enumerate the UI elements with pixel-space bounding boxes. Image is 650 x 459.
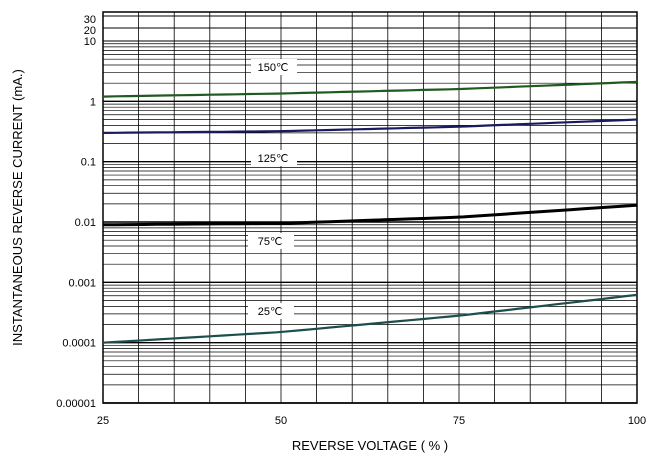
- x-tick-label: 50: [275, 415, 287, 427]
- x-axis-label: REVERSE VOLTAGE ( % ): [292, 438, 448, 453]
- series-label: 150℃: [258, 62, 289, 74]
- x-tick-labels: 25 50 75 100: [97, 415, 646, 427]
- y-tick-label: 20: [84, 25, 96, 37]
- series-line-2: [102, 203, 638, 227]
- series-labels: 150℃ 125℃ 75℃ 25℃: [248, 59, 297, 319]
- series-line-0: [102, 80, 638, 98]
- series-label: 125℃: [258, 153, 289, 165]
- x-tick-label: 75: [453, 415, 465, 427]
- x-tick-label: 25: [97, 415, 109, 427]
- series-label: 25℃: [258, 306, 283, 318]
- series-label-bg: [251, 150, 297, 166]
- y-tick-label: 0.001: [68, 277, 96, 289]
- y-tick-label: 0.0001: [62, 338, 96, 350]
- series-label-bg: [248, 303, 294, 319]
- y-tick-label: 0.01: [75, 217, 96, 229]
- y-tick-label: 0.00001: [56, 398, 96, 410]
- series-line-3: [102, 293, 638, 344]
- series-label-bg: [251, 59, 297, 75]
- y-tick-label: 1: [90, 96, 96, 108]
- series-label: 75℃: [258, 236, 283, 248]
- series-label-bg: [248, 233, 294, 249]
- series-group: [102, 80, 638, 344]
- grid: [103, 12, 637, 404]
- y-tick-label: 10: [84, 36, 96, 48]
- series-line-1: [102, 118, 638, 134]
- plot-frame: [102, 11, 638, 404]
- y-tick-label: 30: [84, 14, 96, 26]
- x-tick-label: 100: [628, 415, 646, 427]
- y-tick-label: 0.1: [81, 157, 96, 169]
- y-axis-label: INSTANTANEOUS REVERSE CURRENT (mA.): [10, 69, 25, 346]
